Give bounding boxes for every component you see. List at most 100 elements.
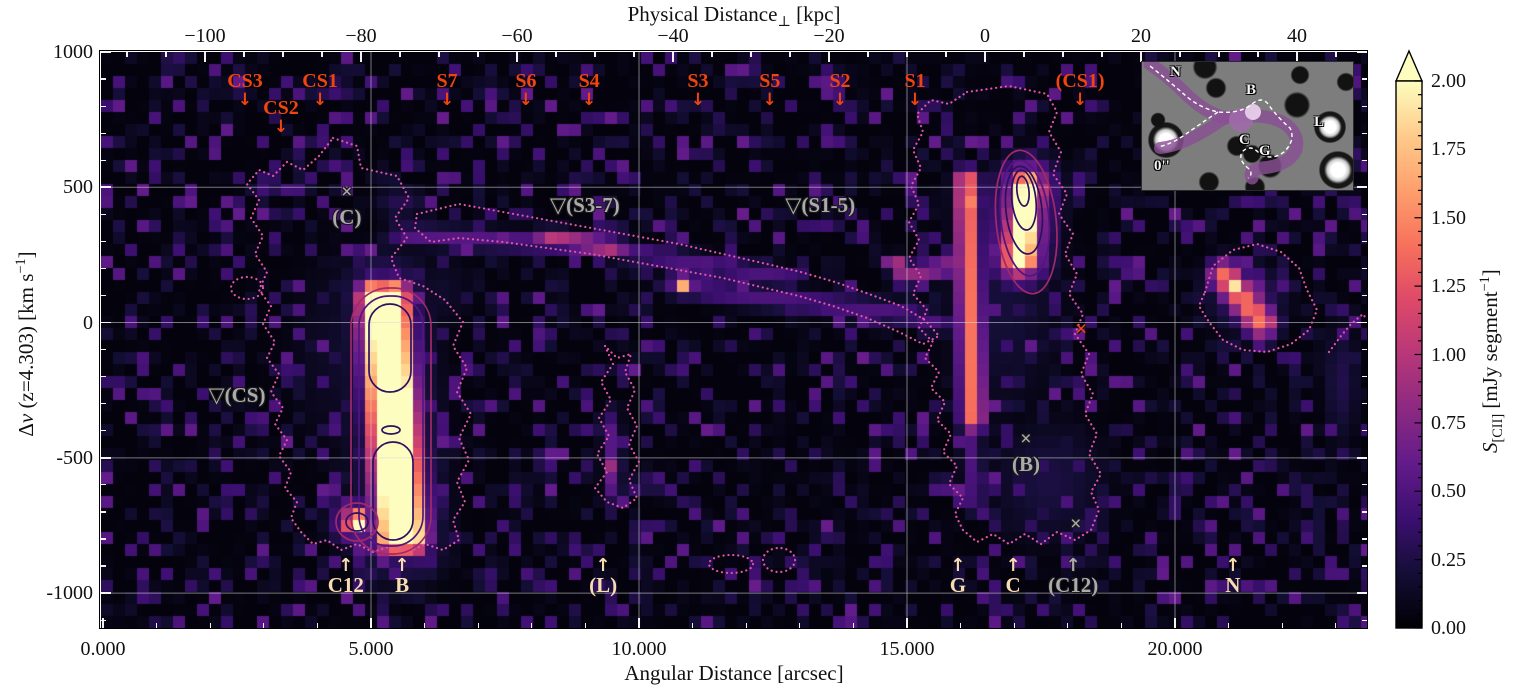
inset-label-L: L: [1314, 114, 1325, 130]
top-minor-tick: [945, 52, 947, 57]
y-minor-tick-right: [1362, 294, 1367, 297]
top-tick-label: 20: [1131, 25, 1151, 47]
inset-dark-blob: [1282, 90, 1312, 120]
sky-plane-inset: N B L C G 0'': [1141, 61, 1354, 191]
top-minor-tick: [321, 52, 323, 57]
y-minor-tick: [101, 619, 106, 621]
top-major-tick: [360, 52, 362, 62]
slit-marker-CS2: CS2 ↓: [241, 97, 321, 137]
y-minor-tick: [101, 132, 106, 134]
feature-marker-B: ↑ B: [352, 557, 452, 597]
y-major-tick-right: [1357, 592, 1367, 594]
top-tick-label: −40: [657, 25, 689, 47]
slit-marker-S4: S4 ↓: [549, 70, 629, 109]
y-minor-tick: [101, 430, 106, 432]
top-major-tick: [672, 52, 674, 62]
y-minor-tick-right: [1362, 376, 1367, 378]
x-minor-tick: [799, 623, 801, 628]
annotation-x-0: ×: [341, 181, 353, 204]
up-arrow-icon: ↑: [595, 555, 611, 576]
down-arrow-icon: ↓: [762, 90, 777, 110]
y-minor-tick: [101, 484, 106, 486]
slit-label: S3: [687, 70, 709, 92]
top-minor-tick: [711, 52, 713, 57]
inset-label-0: 0'': [1154, 158, 1170, 174]
top-minor-tick: [1062, 52, 1064, 57]
y-minor-tick: [101, 565, 106, 567]
colorbar-tick-label: 2.00: [1431, 70, 1466, 92]
x-tick-label: 0.000: [80, 638, 126, 660]
y-minor-tick: [101, 294, 106, 297]
x-minor-tick: [1281, 623, 1283, 628]
inset-dark-blob: [1192, 62, 1218, 80]
y-major-tick: [101, 52, 111, 53]
annotation-x-6: ×: [1074, 316, 1088, 342]
top-minor-tick: [282, 52, 284, 57]
y-minor-tick: [101, 78, 106, 80]
up-arrow-icon: ↑: [950, 555, 966, 576]
colorbar-tick-label: 1.25: [1431, 275, 1466, 298]
x-minor-tick: [316, 623, 318, 628]
x-tick-label: 5.000: [348, 638, 394, 660]
top-minor-tick: [126, 52, 128, 57]
colorbar: [1394, 49, 1424, 629]
y-major-tick: [101, 457, 111, 459]
feature-marker-C12: ↑ C12: [296, 557, 396, 597]
x-minor-tick: [1335, 623, 1337, 628]
top-minor-tick: [477, 52, 479, 57]
slit-label: S6: [515, 70, 537, 92]
feature-label: C12: [327, 573, 364, 597]
slit-marker-S7: S7 ↓: [407, 71, 487, 109]
feature-marker-C: ↑ C: [963, 557, 1063, 597]
top-axis-title-text: Physical Distance: [627, 2, 778, 26]
top-minor-tick: [906, 52, 908, 57]
y-axis-var: v: [14, 413, 38, 424]
slit-marker-CS1: CS1 ↓: [280, 71, 360, 109]
x-major-tick: [906, 618, 908, 628]
annotation-triangle-2: ▽(S3-7): [549, 193, 620, 218]
top-major-tick: [204, 52, 206, 62]
slit-marker-S6: S6 ↓: [486, 70, 566, 109]
down-arrow-icon: ↓: [273, 117, 289, 137]
y-minor-tick-right: [1362, 484, 1367, 486]
top-major-tick: [516, 52, 518, 62]
pv-map-plot-area: N B L C G 0'' CS3 ↓ CS2 ↓ CS1 ↓ S7 ↓ S6 ↓ S4 ↓ S3 ↓ S5 ↓ S2 ↓ S…: [101, 52, 1367, 628]
feature-marker-C12: ↑ (C12): [1023, 557, 1123, 597]
inset-dark-blob: [1204, 76, 1228, 100]
x-minor-tick: [1013, 623, 1015, 628]
y-axis-end: ]: [14, 251, 38, 259]
colorbar-tick-label: 0.75: [1431, 411, 1466, 434]
y-minor-tick: [101, 349, 106, 351]
annotation-x-label-4: (B): [1011, 452, 1040, 477]
slit-marker-S3: S3 ↓: [658, 70, 738, 109]
top-minor-tick: [1257, 52, 1259, 57]
y-minor-tick-right: [1362, 267, 1367, 270]
y-tick-label: -500: [56, 446, 93, 469]
x-minor-tick: [477, 623, 479, 628]
y-major-tick-right: [1357, 321, 1367, 324]
slit-label: CS2: [263, 97, 299, 119]
x-minor-tick: [584, 623, 586, 628]
y-minor-tick-right: [1362, 565, 1367, 567]
top-minor-tick: [594, 52, 596, 57]
feature-marker-G: ↑ G: [908, 557, 1008, 597]
top-tick-label: 0: [980, 25, 990, 47]
top-tick-label: −80: [345, 25, 377, 47]
y-minor-tick-right: [1362, 430, 1367, 432]
x-tick-label: 15.000: [879, 638, 935, 660]
annotation-triangle-1: ▽(CS): [208, 383, 266, 408]
slit-label: S1: [904, 70, 926, 92]
y-minor-tick-right: [1362, 349, 1367, 351]
y-major-tick-right: [1357, 52, 1367, 53]
inset-galaxy-blob: [1314, 111, 1346, 143]
top-tick-label: −60: [501, 25, 533, 47]
inset-paths: [1143, 62, 1304, 185]
y-minor-tick-right: [1362, 511, 1367, 513]
x-minor-tick: [424, 623, 426, 628]
y-tick-label: -1000: [46, 582, 93, 605]
slit-label: S4: [578, 70, 600, 92]
y-axis-title: Δv (z=4.303) [km s−1]: [10, 144, 38, 544]
inset-galaxy-blob: [1318, 150, 1353, 190]
y-major-tick: [101, 321, 111, 324]
